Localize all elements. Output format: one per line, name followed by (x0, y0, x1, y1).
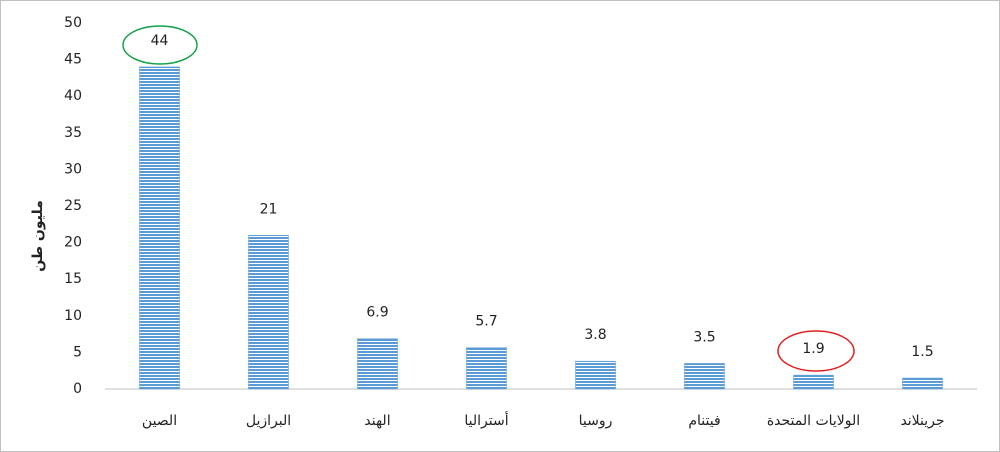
y-tick-label: 15 (64, 271, 82, 287)
x-tick-label: جرينلاند (900, 413, 944, 429)
bar (684, 363, 725, 390)
y-tick-label: 5 (73, 344, 82, 360)
y-tick-label: 20 (64, 235, 82, 251)
bar (575, 360, 616, 390)
y-tick-label: 35 (64, 125, 82, 141)
x-tick-label: روسيا (579, 413, 613, 429)
data-label: 6.9 (366, 304, 388, 320)
y-axis-label: مليون طن (30, 200, 46, 271)
data-label: 1.9 (802, 341, 824, 357)
data-label: 21 (260, 201, 278, 217)
y-tick-label: 45 (64, 52, 82, 68)
y-tick-label: 30 (64, 161, 82, 177)
bar (466, 347, 507, 390)
x-tick-label: فيتنام (688, 413, 720, 429)
x-tick-label: الصين (142, 413, 177, 429)
y-tick-label: 25 (64, 198, 82, 214)
x-tick-label: البرازيل (246, 413, 291, 429)
bar (793, 374, 834, 390)
y-tick-label: 0 (73, 381, 82, 397)
bar (357, 338, 398, 390)
highlight-ellipse (777, 330, 855, 372)
highlight-ellipse (122, 25, 198, 65)
data-label: 3.8 (584, 327, 606, 343)
y-tick-label: 50 (64, 15, 82, 31)
data-label: 5.7 (475, 313, 497, 329)
data-label: 3.5 (693, 329, 715, 345)
y-tick-label: 10 (64, 308, 82, 324)
y-tick-label: 40 (64, 88, 82, 104)
bar (139, 66, 180, 390)
bar (902, 377, 943, 390)
data-label: 44 (151, 33, 169, 49)
bar (248, 235, 289, 390)
data-label: 1.5 (911, 344, 933, 360)
x-tick-label: الهند (364, 413, 390, 429)
x-tick-label: أستراليا (464, 411, 508, 429)
x-tick-label: الولايات المتحدة (767, 413, 860, 429)
